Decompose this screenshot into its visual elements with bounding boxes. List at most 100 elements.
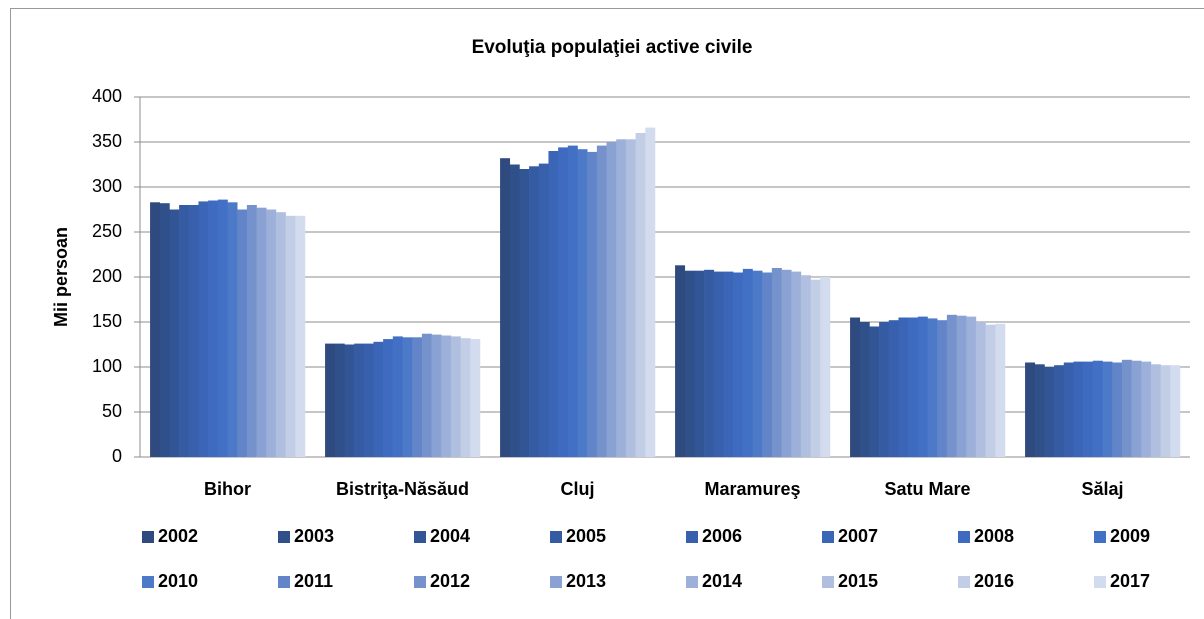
legend-swatch (142, 531, 154, 543)
y-tick-label: 350 (92, 131, 122, 151)
bar (519, 169, 530, 457)
legend-swatch (278, 531, 290, 543)
legend-swatch (822, 531, 834, 543)
bar (587, 151, 598, 457)
bar (179, 205, 190, 457)
bar (820, 277, 831, 457)
bar (791, 271, 802, 457)
bar (392, 336, 403, 457)
bar (1150, 364, 1161, 457)
x-tick-label: Bistriţa-Năsăud (336, 479, 469, 499)
bar (237, 209, 248, 457)
bar (713, 271, 724, 457)
bar (169, 209, 180, 457)
bar (373, 341, 384, 457)
bar (1112, 362, 1123, 457)
bar (1044, 367, 1055, 457)
bar (1160, 365, 1171, 457)
legend-label: 2007 (838, 526, 878, 546)
bar (596, 145, 607, 457)
y-tick-label: 400 (92, 86, 122, 106)
bar (946, 314, 957, 457)
bar (188, 205, 199, 457)
legend-swatch (686, 576, 698, 588)
bar (850, 317, 861, 457)
bar (762, 272, 773, 457)
y-tick-label: 300 (92, 176, 122, 196)
bar (383, 339, 394, 457)
legend-swatch (414, 576, 426, 588)
bar (460, 338, 471, 457)
bar (898, 317, 909, 457)
chart-title: Evoluţia populaţiei active civile (472, 37, 753, 58)
bar (704, 269, 715, 457)
bar (402, 337, 413, 457)
bar (431, 334, 442, 457)
bar (752, 270, 763, 457)
bar (694, 270, 705, 457)
x-tick-label: Bihor (204, 479, 251, 499)
bar (908, 317, 919, 457)
y-tick-label: 150 (92, 311, 122, 331)
bar (1054, 365, 1065, 457)
x-tick-label: Maramureş (704, 479, 800, 499)
bar (285, 215, 296, 457)
bar (256, 207, 267, 457)
y-axis-title: Mii persoan (51, 227, 71, 327)
bar (150, 202, 161, 457)
bar (1063, 362, 1074, 457)
legend-label: 2005 (566, 526, 606, 546)
bar (810, 279, 821, 457)
bar (412, 337, 423, 457)
y-tick-label: 50 (102, 401, 122, 421)
x-tick-label: Satu Mare (884, 479, 970, 499)
bar (1121, 359, 1132, 457)
chart-border (10, 8, 1204, 619)
bar (246, 205, 257, 457)
legend-label: 2011 (294, 571, 333, 591)
bar (529, 166, 540, 458)
bar (159, 203, 170, 457)
bar (208, 200, 219, 457)
legend-swatch (958, 531, 970, 543)
legend-label: 2008 (974, 526, 1014, 546)
bar (441, 335, 452, 457)
legend-label: 2004 (430, 526, 470, 546)
bar (509, 164, 520, 457)
bar (888, 320, 899, 457)
bar (577, 149, 588, 457)
bar (995, 323, 1006, 457)
bar (500, 158, 511, 457)
bar (363, 343, 374, 457)
bar (1131, 360, 1142, 457)
bar (606, 142, 617, 457)
bar (1092, 360, 1103, 457)
legend-swatch (1094, 576, 1106, 588)
legend-swatch (414, 531, 426, 543)
y-tick-label: 100 (92, 356, 122, 376)
bar (344, 344, 355, 457)
y-tick-label: 250 (92, 221, 122, 241)
legend-swatch (142, 576, 154, 588)
y-tick-label: 0 (112, 446, 122, 466)
bar (859, 322, 870, 457)
bar (616, 139, 627, 458)
legend-label: 2013 (566, 571, 606, 591)
legend-label: 2014 (702, 571, 742, 591)
bar (334, 343, 345, 457)
bar (635, 133, 646, 457)
legend-label: 2009 (1110, 526, 1150, 546)
bar (1025, 362, 1036, 457)
bar (198, 201, 209, 457)
y-tick-label: 200 (92, 266, 122, 286)
legend-label: 2017 (1110, 571, 1150, 591)
legend-swatch (1094, 531, 1106, 543)
bar (558, 147, 569, 457)
bar (879, 322, 890, 457)
legend-label: 2012 (430, 571, 470, 591)
bar (645, 127, 656, 457)
bar (771, 268, 782, 457)
bar (1034, 364, 1045, 457)
bar (937, 320, 948, 457)
